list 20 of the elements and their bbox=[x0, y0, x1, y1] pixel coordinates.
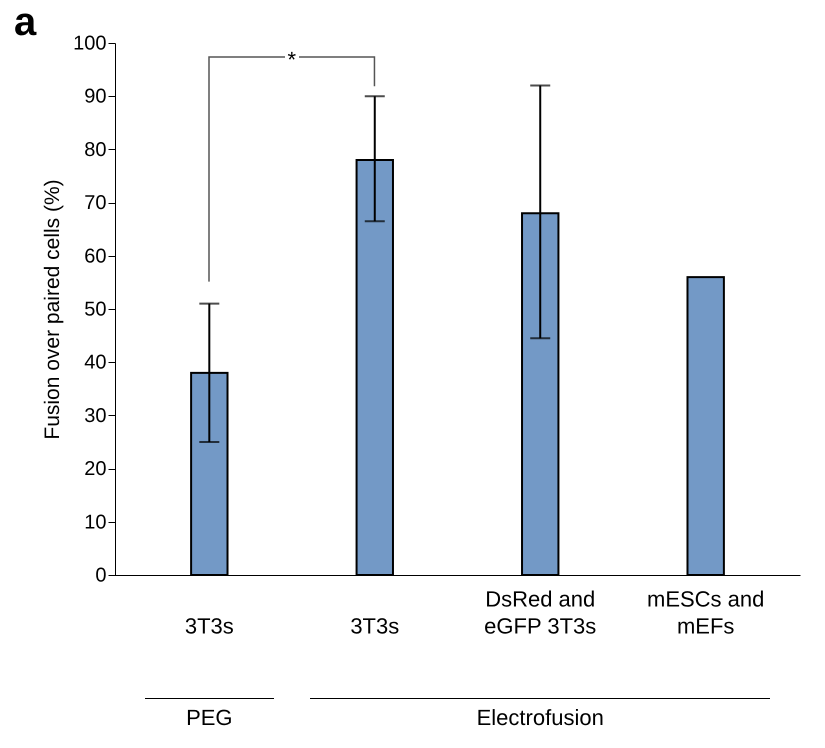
y-tick-label: 20 bbox=[84, 458, 106, 480]
text: a bbox=[14, 0, 36, 45]
text: Electrofusion bbox=[310, 698, 770, 731]
y-axis-title: Fusion over paired cells (%) bbox=[41, 179, 64, 440]
y-tick-label: 50 bbox=[84, 298, 106, 320]
y-tick-label: 60 bbox=[84, 245, 106, 268]
y-tick-label: 0 bbox=[95, 564, 106, 586]
text: PEG bbox=[144, 698, 274, 731]
y-tick-label: 100 bbox=[73, 32, 106, 54]
x-tick-label: 3T3s bbox=[350, 614, 400, 638]
y-tick-label: 90 bbox=[84, 86, 106, 108]
annotation: * bbox=[284, 47, 300, 72]
y-tick-label: 40 bbox=[84, 352, 106, 374]
y-tick-label: 70 bbox=[84, 192, 106, 214]
y-tick-label: 30 bbox=[84, 404, 106, 427]
x-tick-label: DsRed and eGFP 3T3s bbox=[484, 586, 596, 638]
y-tick-label: 10 bbox=[84, 511, 106, 534]
x-tick-label: 3T3s bbox=[184, 614, 234, 638]
y-tick-label: 80 bbox=[84, 138, 106, 161]
x-tick-label: mESCs and mEFs bbox=[646, 586, 764, 638]
